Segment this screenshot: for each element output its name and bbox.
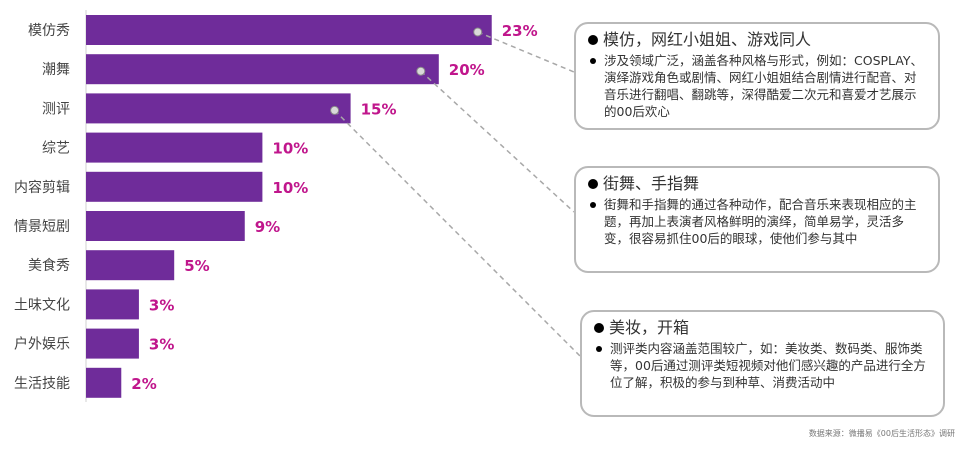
connector-line	[334, 109, 581, 357]
callout-title-row: 美妆，开箱	[594, 318, 933, 338]
connector-dot	[473, 27, 483, 37]
bar-6	[86, 211, 245, 241]
bar-1	[86, 15, 492, 45]
bar-10	[86, 367, 122, 398]
bar-4	[86, 132, 263, 163]
bullet-icon	[594, 323, 604, 333]
callout-body-row: 涉及领域广泛，涵盖各种风格与形式，例如：COSPLAY、演绎游戏角色或剧情、网红…	[588, 52, 928, 120]
value-label: 10%	[272, 140, 308, 158]
category-label: 情景短剧	[14, 219, 70, 235]
bullet-icon	[588, 179, 598, 189]
value-label: 2%	[131, 375, 156, 393]
category-label: 美食秀	[28, 257, 70, 274]
value-label: 23%	[502, 22, 538, 40]
data-source-note: 数据来源：微播易《00后生活形态》调研	[808, 429, 955, 438]
category-label: 生活技能	[14, 376, 70, 392]
value-label: 9%	[255, 218, 280, 236]
callout-body-row: 测评类内容涵盖范围较广，如：美妆类、数码类、服饰类等，00后通过测评类短视频对他…	[594, 340, 933, 391]
callout-mimicry: 模仿，网红小姐姐、游戏同人 涉及领域广泛，涵盖各种风格与形式，例如：COSPLA…	[574, 22, 940, 130]
callout-title-row: 街舞、手指舞	[588, 174, 928, 194]
bullet-icon	[590, 202, 596, 208]
category-label: 内容剪辑	[14, 179, 70, 196]
callout-title-row: 模仿，网红小姐姐、游戏同人	[588, 30, 928, 50]
value-label: 20%	[449, 61, 485, 79]
category-label: 综艺	[42, 141, 70, 157]
category-label: 潮舞	[42, 62, 70, 78]
category-label: 土味文化	[14, 297, 70, 313]
bullet-icon	[596, 346, 602, 352]
callout-dance: 街舞、手指舞 街舞和手指舞的通过各种动作，配合音乐来表现相应的主题，再加上表演者…	[574, 166, 940, 273]
callout-dance-title: 街舞、手指舞	[603, 174, 700, 193]
callout-body-row: 街舞和手指舞的通过各种动作，配合音乐来表现相应的主题，再加上表演者风格鲜明的演绎…	[588, 196, 928, 247]
callout-review-title: 美妆，开箱	[609, 318, 690, 337]
connector-line	[420, 70, 575, 213]
bar-5	[86, 171, 263, 202]
bullet-icon	[588, 35, 598, 45]
category-label: 模仿秀	[28, 23, 70, 39]
category-label: 户外娱乐	[14, 336, 70, 353]
bar-3	[86, 93, 351, 124]
bar-8	[86, 289, 139, 320]
bar-2	[86, 54, 439, 85]
value-label: 15%	[361, 100, 397, 118]
category-label: 测评	[42, 101, 70, 117]
connector-dot	[330, 105, 340, 115]
value-label: 5%	[184, 257, 209, 275]
value-label: 3%	[149, 336, 174, 354]
callout-mimicry-body: 涉及领域广泛，涵盖各种风格与形式，例如：COSPLAY、演绎游戏角色或剧情、网红…	[604, 53, 924, 119]
callout-dance-body: 街舞和手指舞的通过各种动作，配合音乐来表现相应的主题，再加上表演者风格鲜明的演绎…	[604, 197, 917, 246]
bar-9	[86, 328, 139, 359]
bullet-icon	[590, 58, 596, 64]
callout-review: 美妆，开箱 测评类内容涵盖范围较广，如：美妆类、数码类、服饰类等，00后通过测评…	[580, 310, 945, 417]
value-label: 3%	[149, 296, 174, 314]
callout-mimicry-title: 模仿，网红小姐姐、游戏同人	[603, 30, 812, 49]
bar-7	[86, 250, 175, 281]
callout-review-body: 测评类内容涵盖范围较广，如：美妆类、数码类、服饰类等，00后通过测评类短视频对他…	[610, 341, 926, 390]
connector-dot	[416, 66, 426, 76]
value-label: 10%	[272, 179, 308, 197]
